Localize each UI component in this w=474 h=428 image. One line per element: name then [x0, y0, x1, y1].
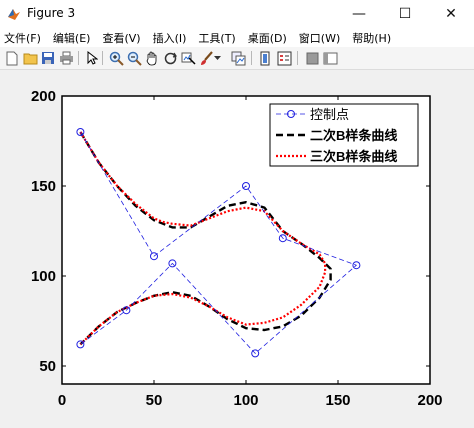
brush-button[interactable]	[198, 50, 214, 66]
close-button[interactable]: ✕	[428, 0, 474, 28]
hide-plot-tools-button[interactable]	[304, 50, 320, 66]
x-tick-label: 0	[58, 392, 66, 409]
toolbar-separator	[102, 51, 103, 65]
menu-insert[interactable]: 插入(I)	[152, 31, 187, 45]
control-point-marker	[122, 306, 131, 315]
x-tick-label: 150	[325, 392, 350, 409]
close-icon: ✕	[445, 6, 457, 22]
show-plot-tools-button[interactable]	[322, 50, 338, 66]
control-point-marker	[251, 349, 260, 358]
pointer-icon	[87, 51, 98, 65]
title-bar: Figure 3 — ☐ ✕	[0, 0, 474, 28]
pan-button[interactable]	[144, 50, 160, 66]
zoom-in-icon	[109, 51, 124, 66]
show-plot-tools-icon	[323, 52, 337, 64]
print-icon	[59, 51, 73, 65]
menu-file[interactable]: 文件(F)	[4, 31, 41, 45]
hide-plot-tools-icon	[306, 52, 318, 64]
colorbar-button[interactable]	[257, 50, 273, 66]
minimize-button[interactable]: —	[336, 0, 382, 28]
x-tick-label: 100	[233, 392, 258, 409]
zoom-out-icon	[127, 51, 142, 66]
brush-icon	[200, 50, 213, 65]
rotate-3d-button[interactable]	[162, 50, 178, 66]
legend: 控制点 二次B样条曲线 三次B样条曲线	[269, 103, 419, 167]
x-tick-label: 200	[417, 392, 442, 409]
brush-dropdown-button[interactable]	[213, 50, 222, 66]
save-icon	[42, 52, 54, 64]
brush-dropdown-icon	[214, 55, 221, 60]
link-plot-icon	[231, 51, 245, 65]
legend-marker-control-points	[287, 110, 295, 118]
legend-label-control-points: 控制点	[310, 107, 349, 122]
control-polygon-line	[80, 131, 357, 354]
colorbar-icon	[260, 51, 270, 65]
control-point-marker	[352, 261, 361, 270]
link-plot-button[interactable]	[230, 50, 246, 66]
y-tick-label: 200	[31, 88, 56, 105]
figure-canvas: 0 50 100 150 200 50 100 150 200 控制点 二次B样条曲线 三次B样…	[0, 70, 474, 424]
control-point-marker	[76, 340, 85, 349]
matlab-logo-icon	[8, 9, 20, 20]
minimize-icon: —	[352, 6, 366, 22]
control-point-marker	[76, 128, 85, 136]
menu-window[interactable]: 窗口(W)	[298, 31, 341, 45]
menu-help[interactable]: 帮助(H)	[352, 31, 392, 45]
legend-button[interactable]	[276, 50, 292, 66]
window-title: Figure 3	[27, 6, 76, 20]
zoom-in-button[interactable]	[108, 50, 124, 66]
y-tick-label: 150	[31, 178, 56, 195]
toolbar-separator	[297, 51, 298, 65]
menu-view[interactable]: 查看(V)	[102, 31, 141, 45]
y-tick-label: 50	[39, 358, 56, 375]
menu-desktop[interactable]: 桌面(D)	[247, 31, 287, 45]
legend-icon	[277, 51, 291, 65]
new-figure-button[interactable]	[4, 50, 20, 66]
menu-edit[interactable]: 编辑(E)	[52, 31, 91, 45]
print-button[interactable]	[58, 50, 74, 66]
legend-label-cubic: 三次B样条曲线	[310, 149, 397, 164]
pan-icon	[146, 51, 157, 65]
rotate-3d-icon	[164, 52, 177, 64]
cubic-bspline-curve	[79, 131, 327, 346]
menu-bar: 文件(F) 编辑(E) 查看(V) 插入(I) 工具(T) 桌面(D) 窗口(W…	[0, 28, 474, 47]
control-point-marker	[242, 182, 250, 190]
quadratic-bspline-curve	[79, 131, 332, 346]
save-button[interactable]	[40, 50, 56, 66]
toolbar-separator	[251, 51, 252, 65]
control-point-marker	[150, 252, 158, 261]
new-figure-icon	[6, 51, 18, 65]
control-point-marker	[168, 259, 177, 268]
figure-toolbar	[0, 47, 474, 70]
menu-tools[interactable]: 工具(T)	[198, 31, 236, 45]
toolbar-separator	[78, 51, 79, 65]
open-file-button[interactable]	[22, 50, 38, 66]
data-cursor-icon	[181, 52, 196, 65]
y-tick-label: 100	[31, 268, 56, 285]
x-tick-label: 50	[146, 392, 163, 409]
maximize-icon: ☐	[398, 6, 412, 22]
maximize-button[interactable]: ☐	[382, 0, 428, 28]
curves-layer	[76, 128, 361, 358]
legend-label-quadratic: 二次B样条曲线	[310, 128, 397, 143]
open-file-icon	[23, 53, 37, 64]
data-cursor-button[interactable]	[180, 50, 196, 66]
control-point-marker	[278, 234, 287, 243]
zoom-out-button[interactable]	[126, 50, 142, 66]
pointer-button[interactable]	[84, 50, 100, 66]
